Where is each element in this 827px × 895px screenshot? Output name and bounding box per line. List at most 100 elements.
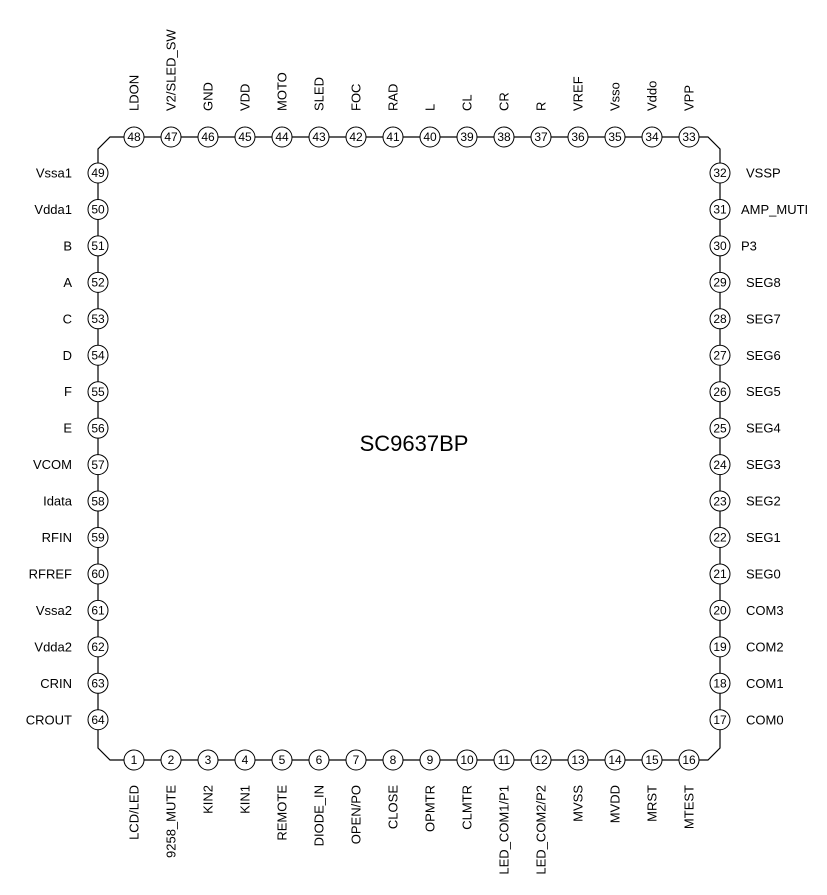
pin-54: 54 D	[63, 344, 109, 366]
pin-circle	[87, 308, 109, 330]
pin-circle	[709, 162, 731, 184]
pin-number: 20	[713, 604, 727, 618]
pin-circle	[197, 126, 219, 148]
pin-4: 4 KIN1	[234, 749, 256, 814]
pin-44: 44 MOTO	[271, 72, 293, 148]
pin-label: SEG3	[746, 457, 781, 472]
pin-circle	[308, 749, 330, 771]
pin-number: 21	[713, 567, 727, 581]
pin-circle	[382, 126, 404, 148]
pin-label: SLED	[312, 77, 327, 111]
pin-circle	[160, 126, 182, 148]
pin-label: SEG1	[746, 530, 781, 545]
pin-label: SEG5	[746, 384, 781, 399]
pin-number: 60	[91, 567, 105, 581]
pin-circle	[678, 126, 700, 148]
pin-circle	[234, 749, 256, 771]
pin-circle	[709, 636, 731, 658]
pin-number: 49	[91, 166, 105, 180]
pin-number: 40	[423, 130, 437, 144]
pin-circle	[87, 417, 109, 439]
pin-57: 57 VCOM	[33, 454, 109, 476]
pin-circle	[493, 749, 515, 771]
pin-number: 47	[164, 130, 178, 144]
pin-label: SEG7	[746, 311, 781, 326]
pin-29: 29 SEG8	[709, 271, 781, 293]
pin-2: 2 9258_MUTE	[160, 749, 182, 858]
pin-label: MVDD	[608, 785, 623, 823]
pin-15: 15 MRST	[641, 749, 663, 822]
pin-label: VREF	[571, 76, 586, 111]
pin-circle	[709, 417, 731, 439]
pin-number: 19	[713, 640, 727, 654]
pin-number: 4	[242, 753, 249, 767]
pin-circle	[87, 235, 109, 257]
pin-circle	[709, 563, 731, 585]
pin-circle	[709, 271, 731, 293]
pin-label: MVSS	[571, 785, 586, 822]
pin-label: VPP	[682, 85, 697, 111]
pin-circle	[87, 198, 109, 220]
pin-number: 31	[713, 203, 727, 217]
pin-circle	[87, 344, 109, 366]
pin-50: 50 Vdda1	[34, 198, 109, 220]
pin-circle	[709, 308, 731, 330]
chip-name: SC9637BP	[360, 431, 469, 456]
pin-label: D	[63, 348, 72, 363]
pin-label: VCOM	[33, 457, 72, 472]
pin-number: 11	[498, 753, 511, 767]
pin-46: 46 GND	[197, 82, 219, 148]
pin-23: 23 SEG2	[709, 490, 781, 512]
pin-circle	[604, 126, 626, 148]
pin-25: 25 SEG4	[709, 417, 781, 439]
pin-number: 55	[91, 385, 105, 399]
pin-number: 24	[713, 458, 727, 472]
pin-32: 32 VSSP	[709, 162, 781, 184]
pin-61: 61 Vssa2	[36, 599, 109, 621]
pin-circle	[709, 672, 731, 694]
pin-label: COM0	[746, 712, 784, 727]
pin-22: 22 SEG1	[709, 527, 781, 548]
pin-number: 13	[571, 753, 585, 767]
pin-label: SEG2	[746, 494, 781, 509]
pin-circle	[641, 749, 663, 771]
pin-label: V2/SLED_SW	[164, 29, 179, 111]
pin-number: 46	[201, 130, 215, 144]
pin-11: 11 LED_COM1/P1	[493, 749, 515, 875]
pin-number: 41	[386, 130, 400, 144]
pin-circle	[271, 126, 293, 148]
pin-circle	[87, 672, 109, 694]
pin-number: 45	[238, 130, 252, 144]
pin-label: E	[63, 421, 72, 436]
pin-number: 16	[682, 753, 696, 767]
pin-label: SEG4	[746, 421, 781, 436]
pin-label: SEG8	[746, 275, 781, 290]
pin-9: 9 OPMTR	[419, 749, 441, 832]
pin-52: 52 A	[63, 271, 109, 293]
pin-label: L	[423, 104, 438, 111]
pin-circle	[87, 599, 109, 621]
pin-41: 41 RAD	[382, 84, 404, 148]
pin-51: 51 B	[63, 235, 109, 257]
pin-label: COM2	[746, 639, 784, 654]
pin-label: DIODE_IN	[312, 785, 327, 846]
pin-label: B	[63, 238, 72, 253]
pin-circle	[493, 126, 515, 148]
pin-label: SEG6	[746, 348, 781, 363]
pin-number: 12	[534, 753, 548, 767]
pin-circle	[709, 490, 731, 512]
pin-circle	[567, 126, 589, 148]
pin-circle	[382, 749, 404, 771]
pin-62: 62 Vdda2	[34, 636, 109, 658]
pin-circle	[530, 126, 552, 148]
pin-number: 44	[275, 130, 289, 144]
pin-label: CROUT	[26, 712, 72, 727]
pin-number: 28	[713, 312, 727, 326]
pin-48: 48 LDON	[123, 75, 145, 148]
pin-number: 26	[713, 385, 727, 399]
pin-13: 13 MVSS	[567, 749, 589, 822]
pin-7: 7 OPEN/PO	[345, 749, 367, 844]
pin-27: 27 SEG6	[709, 344, 781, 366]
pin-number: 6	[316, 753, 323, 767]
pin-label: Vssa1	[36, 166, 72, 181]
